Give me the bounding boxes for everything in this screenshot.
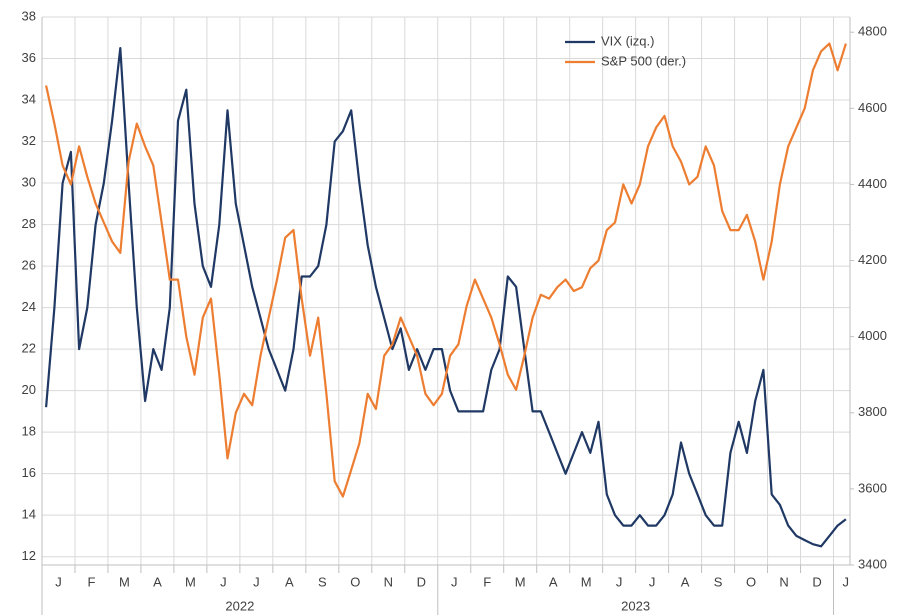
x-tick-label: M [185,574,196,589]
x-tick-label: J [451,574,458,589]
y-tick-label: 14 [22,507,36,522]
x-tick-label: J [843,574,850,589]
x-tick-label: O [350,574,360,589]
x-tick-label: A [681,574,690,589]
x-tick-label: S [714,574,723,589]
x-tick-label: J [55,574,62,589]
y2-tick-label: 3600 [858,480,887,495]
y2-tick-label: 3800 [858,404,887,419]
x-tick-label: M [581,574,592,589]
line-series [45,47,847,548]
legend-label: VIX (izq.) [601,33,654,48]
y-tick-label: 12 [22,548,36,563]
y-tick-label: 16 [22,465,36,480]
x-tick-label: O [746,574,756,589]
x-tick-label: N [779,574,788,589]
y-tick-label: 26 [22,258,36,273]
x-tick-label: A [153,574,162,589]
x-tick-label: M [119,574,130,589]
y2-tick-label: 4600 [858,100,887,115]
x-tick-label: J [616,574,623,589]
y2-tick-label: 4200 [858,252,887,267]
y-tick-label: 18 [22,424,36,439]
x-tick-label: A [285,574,294,589]
x-tick-label: J [220,574,227,589]
y-tick-label: 38 [22,8,36,23]
line-series [45,42,847,498]
x-tick-label: F [87,574,95,589]
x-tick-label: J [253,574,260,589]
y2-tick-label: 4800 [858,24,887,39]
y-tick-label: 24 [22,299,36,314]
y-tick-label: 20 [22,382,36,397]
x-tick-label: F [483,574,491,589]
legend-label: S&P 500 (der.) [601,53,686,68]
y-tick-label: 28 [22,216,36,231]
x-tick-label: N [384,574,393,589]
x-tick-label: A [549,574,558,589]
y2-tick-label: 4400 [858,176,887,191]
y-tick-label: 22 [22,341,36,356]
x-tick-label: D [417,574,426,589]
y-tick-label: 30 [22,174,36,189]
y2-tick-label: 4000 [858,328,887,343]
y-tick-label: 32 [22,133,36,148]
y2-tick-label: 3400 [858,556,887,571]
y-tick-label: 34 [22,91,36,106]
year-label: 2023 [621,598,650,613]
x-tick-label: J [649,574,656,589]
y-tick-label: 36 [22,50,36,65]
x-tick-label: D [812,574,821,589]
x-tick-label: M [515,574,526,589]
x-tick-label: S [318,574,327,589]
year-label: 2022 [225,598,254,613]
